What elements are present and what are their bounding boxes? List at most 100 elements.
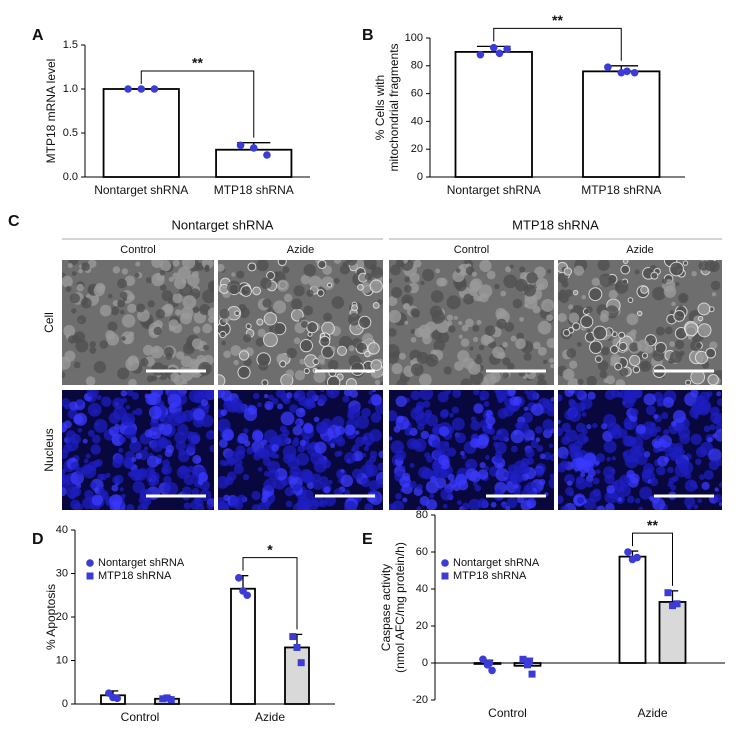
y-tick-label: 10 — [56, 654, 68, 666]
nucleus-texture — [251, 490, 261, 501]
nucleus-texture — [703, 469, 714, 480]
significance-bracket — [493, 27, 622, 61]
x-tick-label: MTP18 shRNA — [214, 183, 294, 197]
nucleus-texture — [419, 390, 434, 401]
significance-bracket — [632, 532, 673, 586]
data-point — [167, 696, 175, 704]
nucleus-texture — [611, 456, 616, 461]
nucleus-texture — [603, 440, 617, 454]
x-tick-label: Nontarget shRNA — [447, 183, 541, 197]
nucleus-texture — [558, 427, 564, 437]
cell-texture — [62, 356, 71, 370]
cell-texture — [456, 268, 461, 273]
nucleus-texture — [74, 412, 88, 426]
nucleus-texture — [316, 425, 326, 435]
panel-label: B — [362, 27, 374, 44]
cell-texture — [124, 275, 136, 287]
cell-texture — [269, 322, 282, 335]
data-point — [528, 670, 536, 678]
cell-texture — [107, 321, 118, 332]
cell-texture — [151, 272, 165, 287]
nucleus-texture — [446, 447, 457, 457]
y-tick-label: 40 — [56, 524, 68, 536]
cell-texture — [128, 294, 136, 301]
nucleus-texture — [706, 391, 713, 397]
nucleus-texture — [718, 481, 722, 488]
cell-texture — [509, 264, 514, 269]
data-point — [113, 694, 121, 703]
cell-texture — [566, 348, 577, 359]
cell-texture — [293, 337, 301, 345]
nucleus-texture — [543, 452, 552, 461]
nucleus-texture — [693, 413, 699, 420]
nucleus-texture — [495, 467, 509, 482]
cell-texture — [125, 357, 140, 371]
micrograph — [218, 260, 383, 385]
nucleus-texture — [512, 429, 519, 436]
cell-texture — [389, 328, 397, 337]
nucleus-texture — [221, 390, 233, 402]
cell-texture — [136, 303, 146, 313]
nucleus-texture — [355, 430, 360, 435]
y-axis-label: mitochondrial fragments — [387, 43, 401, 171]
nucleus-texture — [531, 403, 544, 416]
nucleus-texture — [595, 469, 601, 474]
cell-texture — [374, 379, 381, 385]
nucleus-texture — [449, 412, 454, 418]
cell-texture — [219, 330, 227, 339]
cell-texture — [370, 359, 383, 372]
data-point — [503, 45, 511, 53]
nucleus-texture — [368, 390, 373, 396]
cell-texture — [684, 322, 699, 337]
cell-texture — [537, 373, 545, 381]
cell-texture — [502, 371, 510, 379]
cell-texture — [77, 315, 87, 325]
nucleus-texture — [714, 413, 722, 426]
nucleus-texture — [679, 432, 691, 445]
nucleus-texture — [218, 438, 228, 448]
nucleus-texture — [516, 496, 524, 504]
cell-texture — [191, 338, 203, 350]
cell-texture — [218, 374, 226, 385]
cell-texture — [446, 295, 461, 310]
nucleus-texture — [292, 425, 303, 436]
cell-texture — [163, 303, 174, 314]
nucleus-texture — [145, 466, 156, 477]
nucleus-texture — [589, 490, 602, 503]
nucleus-texture — [225, 450, 239, 464]
nucleus-texture — [486, 409, 493, 417]
nucleus-texture — [192, 454, 202, 464]
legend-label: Nontarget shRNA — [98, 557, 185, 569]
nucleus-texture — [109, 494, 123, 508]
nucleus-texture — [495, 428, 509, 442]
nucleus-texture — [444, 390, 452, 395]
cell-texture — [453, 315, 458, 320]
nucleus-texture — [605, 502, 615, 510]
nucleus-texture — [193, 497, 201, 505]
nucleus-texture — [120, 390, 128, 397]
data-point — [489, 43, 498, 52]
data-point — [630, 68, 639, 77]
nucleus-texture — [68, 401, 78, 411]
nucleus-texture — [535, 426, 543, 434]
nucleus-texture — [149, 418, 160, 428]
cell-texture — [76, 283, 84, 292]
nucleus-texture — [558, 495, 564, 504]
nucleus-texture — [479, 396, 485, 401]
cell-texture — [134, 272, 140, 278]
nucleus-texture — [469, 437, 481, 449]
nucleus-texture — [690, 433, 702, 445]
cell-texture — [71, 271, 77, 276]
cell-texture — [664, 326, 673, 335]
data-point — [86, 559, 94, 567]
cell-texture — [609, 345, 619, 354]
cell-texture — [262, 298, 272, 308]
nucleus-texture — [497, 408, 509, 419]
cell-texture — [276, 279, 289, 292]
nucleus-texture — [352, 444, 360, 452]
cell-texture — [532, 305, 541, 314]
cell-texture — [707, 374, 719, 385]
cell-texture — [669, 261, 684, 277]
nucleus-texture — [626, 495, 635, 504]
cell-texture — [608, 289, 618, 300]
